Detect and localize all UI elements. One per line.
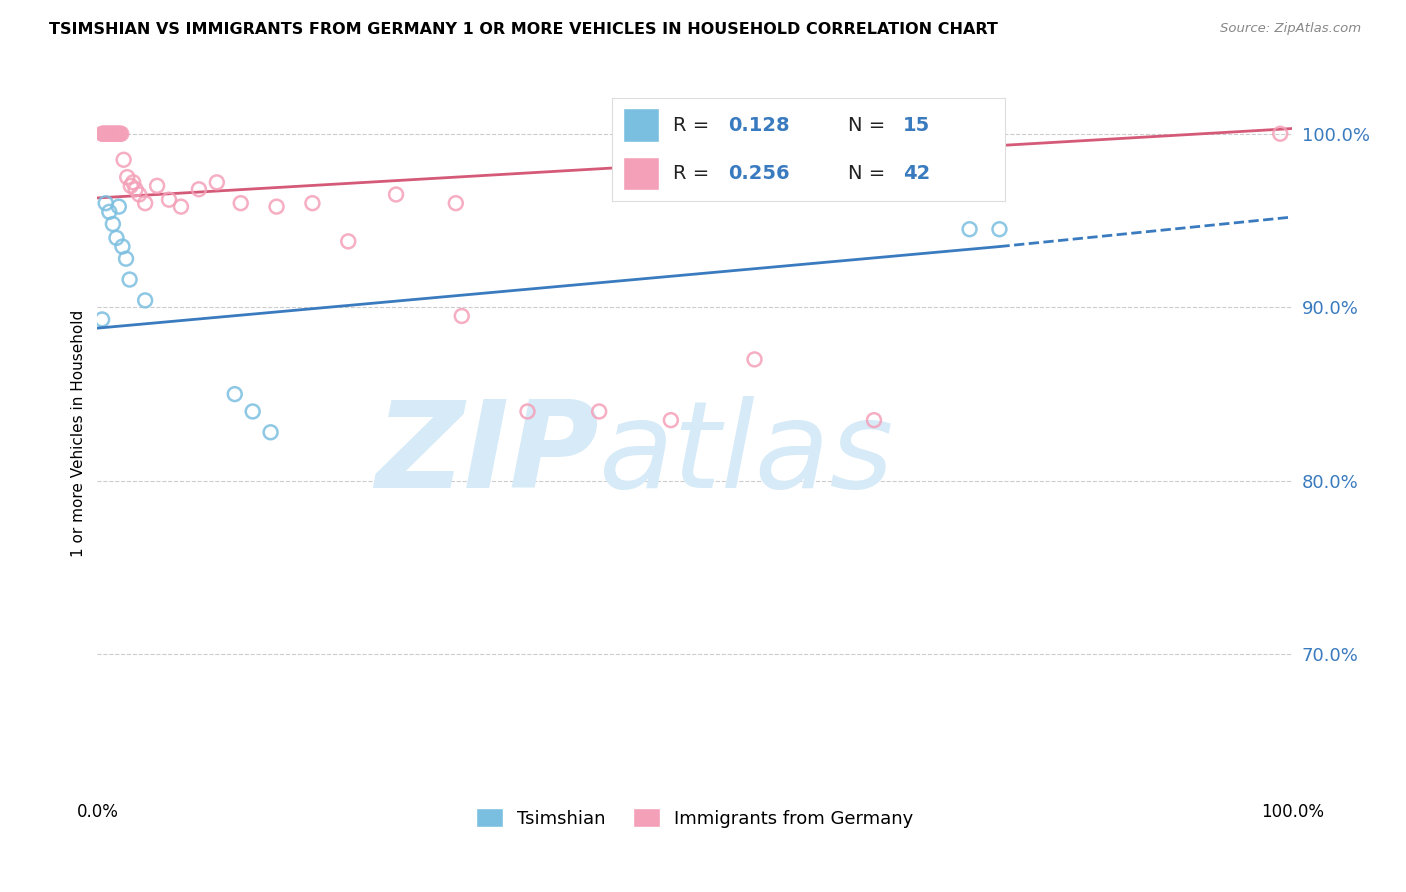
Point [96, 127, 118, 141]
Point [91, 127, 114, 141]
FancyBboxPatch shape [623, 157, 659, 190]
Point [187, 182, 209, 196]
Point [516, 404, 538, 418]
Point [385, 187, 408, 202]
Point [224, 387, 246, 401]
Point [101, 217, 124, 231]
Text: 0.128: 0.128 [728, 116, 789, 135]
Point [120, 178, 142, 193]
Point [104, 127, 127, 141]
Point [337, 235, 360, 249]
Point [122, 175, 145, 189]
Point [110, 127, 132, 141]
Point [93, 127, 115, 141]
Point [242, 404, 264, 418]
Point [205, 175, 228, 189]
Text: N =: N = [848, 164, 891, 183]
Text: Source: ZipAtlas.com: Source: ZipAtlas.com [1220, 22, 1361, 36]
Point [108, 127, 131, 141]
Point [108, 200, 131, 214]
Point [450, 309, 472, 323]
Point [97, 127, 120, 141]
Text: 15: 15 [903, 116, 931, 135]
Point [94, 127, 117, 141]
Point [115, 170, 138, 185]
Point [659, 413, 682, 427]
Point [863, 413, 886, 427]
Point [444, 196, 467, 211]
Point [266, 200, 288, 214]
Point [111, 239, 134, 253]
Point [105, 231, 128, 245]
Point [229, 196, 252, 211]
Point [105, 127, 128, 141]
Text: R =: R = [672, 116, 716, 135]
Point [588, 404, 610, 418]
Point [98, 127, 121, 141]
Text: N =: N = [848, 116, 891, 135]
Legend: Tsimshian, Immigrants from Germany: Tsimshian, Immigrants from Germany [468, 801, 921, 835]
Point [100, 127, 122, 141]
Point [91, 127, 114, 141]
Point [146, 178, 169, 193]
Point [128, 187, 150, 202]
Point [94, 196, 117, 211]
Point [959, 222, 981, 236]
Point [100, 127, 122, 141]
Y-axis label: 1 or more Vehicles in Household: 1 or more Vehicles in Household [72, 310, 86, 557]
Point [124, 182, 146, 196]
Point [157, 193, 180, 207]
Point [91, 312, 114, 326]
Point [107, 127, 129, 141]
Text: TSIMSHIAN VS IMMIGRANTS FROM GERMANY 1 OR MORE VEHICLES IN HOUSEHOLD CORRELATION: TSIMSHIAN VS IMMIGRANTS FROM GERMANY 1 O… [49, 22, 998, 37]
Point [170, 200, 193, 214]
Text: ZIP: ZIP [375, 396, 599, 513]
Point [301, 196, 323, 211]
Point [744, 352, 766, 367]
Text: 42: 42 [903, 164, 931, 183]
Point [988, 222, 1011, 236]
Text: R =: R = [672, 164, 716, 183]
Text: atlas: atlas [599, 396, 894, 513]
Point [259, 425, 281, 440]
Point [101, 127, 124, 141]
Point [112, 153, 135, 167]
Text: 0.256: 0.256 [728, 164, 789, 183]
Point [115, 252, 138, 266]
Point [134, 196, 156, 211]
Point [1270, 127, 1292, 141]
FancyBboxPatch shape [623, 109, 659, 142]
Point [118, 272, 141, 286]
Point [98, 204, 121, 219]
Point [103, 127, 125, 141]
Point [108, 127, 131, 141]
Point [134, 293, 156, 308]
